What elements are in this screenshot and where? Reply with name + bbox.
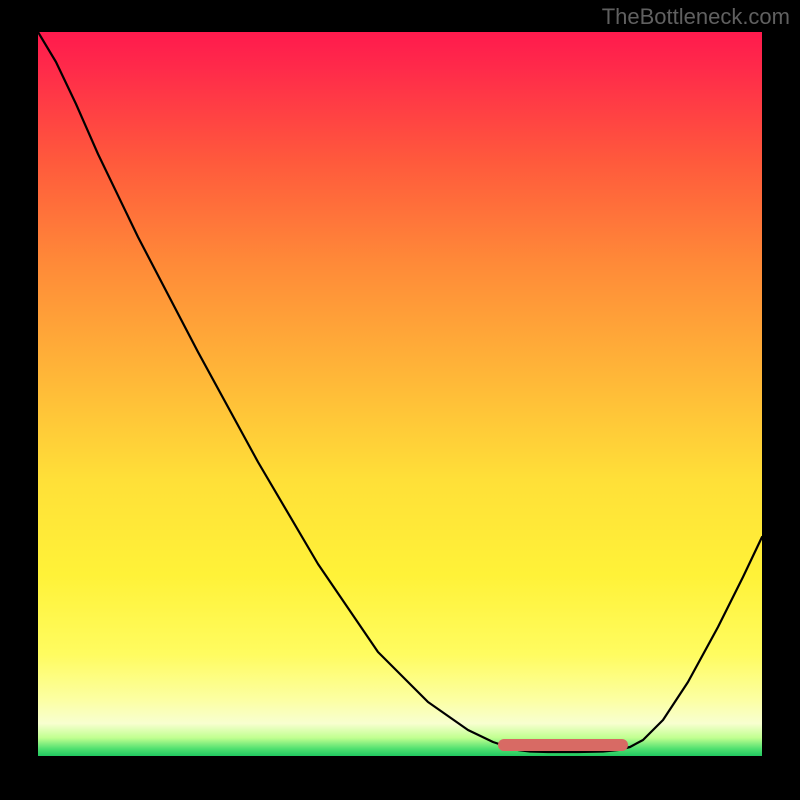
chart-plot-area	[38, 32, 762, 756]
watermark-text: TheBottleneck.com	[602, 4, 790, 30]
trough-marker	[498, 739, 628, 751]
bottleneck-curve	[38, 32, 762, 756]
